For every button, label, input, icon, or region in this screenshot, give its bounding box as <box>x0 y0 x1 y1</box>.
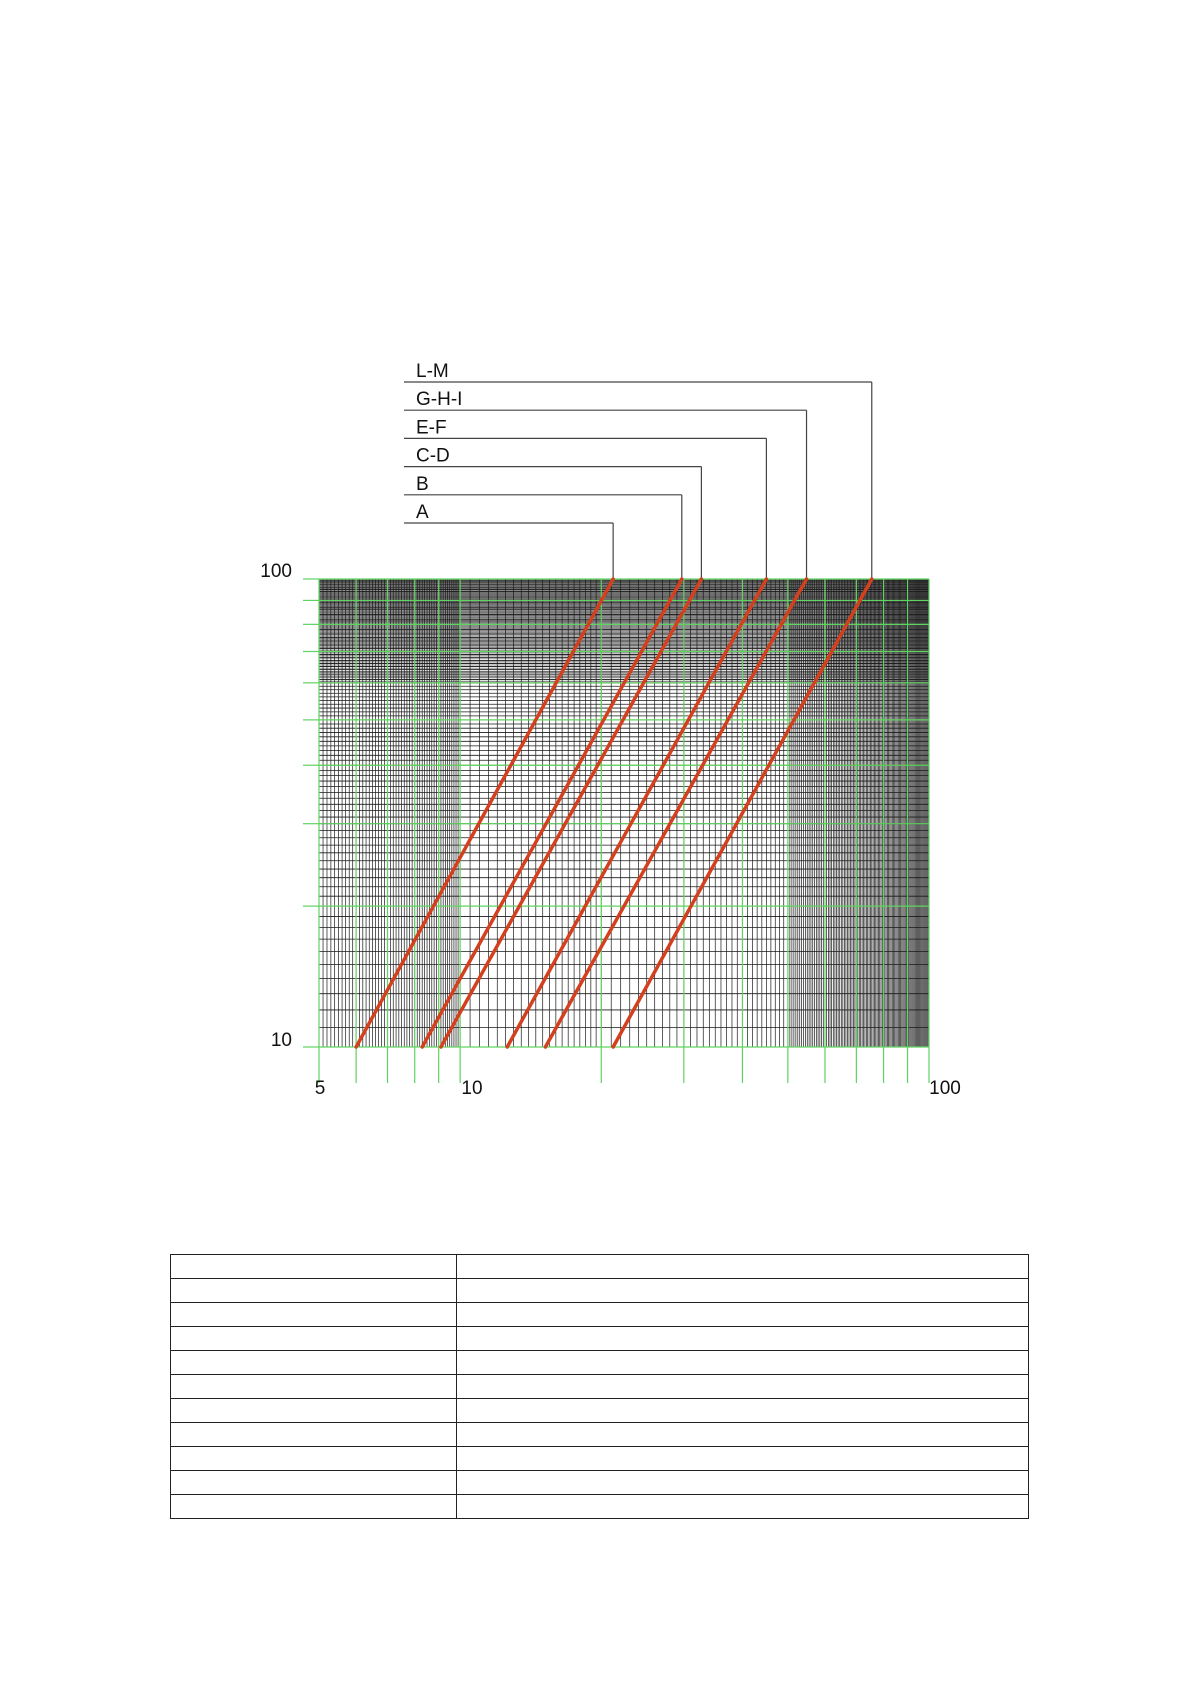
table-cell <box>170 1422 457 1447</box>
series-line-g-h-i <box>543 577 809 1049</box>
y-tick-label-100: 100 <box>260 561 292 582</box>
grid <box>318 578 930 1048</box>
table-cell <box>170 1494 457 1519</box>
table-cell <box>456 1398 1029 1423</box>
series-label-e-f: E-F <box>416 417 447 438</box>
axis-ticks <box>303 578 930 1083</box>
series-label-a: A <box>416 502 429 523</box>
table-cell <box>170 1278 457 1303</box>
table-row <box>170 1278 1029 1303</box>
y-tick-label-10: 10 <box>271 1030 292 1051</box>
table-row <box>170 1470 1029 1495</box>
table-cell <box>170 1470 457 1495</box>
table-cell <box>456 1326 1029 1351</box>
labels: 100 10 5 10 100 AB C-D E-F G-H-I L-M <box>260 361 961 1099</box>
series-lines <box>354 577 874 1049</box>
table-cell <box>456 1494 1029 1519</box>
series-label-l-m: L-M <box>416 361 449 382</box>
table-cell <box>456 1374 1029 1399</box>
table-row <box>170 1350 1029 1375</box>
series-leader-lines <box>404 381 873 579</box>
table-cell <box>170 1326 457 1351</box>
table-row <box>170 1302 1029 1327</box>
table-cell <box>456 1350 1029 1375</box>
table-cell <box>170 1254 457 1279</box>
table-row <box>170 1422 1029 1447</box>
table-cell <box>170 1446 457 1471</box>
series-label-c-d: C-D <box>416 446 450 467</box>
table-row <box>170 1326 1029 1351</box>
series-line-l-m <box>611 577 874 1049</box>
table-row <box>170 1254 1029 1279</box>
table-cell <box>456 1446 1029 1471</box>
series-label-b: B <box>416 474 429 495</box>
series-line-b <box>420 577 684 1049</box>
x-tick-label-10: 10 <box>461 1078 482 1099</box>
table-cell <box>170 1302 457 1327</box>
table-cell <box>456 1422 1029 1447</box>
series-label-g-h-i: G-H-I <box>416 389 462 410</box>
series-line-a <box>354 577 615 1049</box>
table-cell <box>170 1374 457 1399</box>
table-row <box>170 1398 1029 1423</box>
table-row <box>170 1446 1029 1471</box>
table-row <box>170 1494 1029 1519</box>
table-cell <box>456 1470 1029 1495</box>
table-cell <box>456 1278 1029 1303</box>
x-tick-label-5: 5 <box>315 1078 326 1099</box>
table-cell <box>456 1254 1029 1279</box>
table-cell <box>170 1350 457 1375</box>
table-cell <box>170 1398 457 1423</box>
x-tick-label-100: 100 <box>929 1078 961 1099</box>
series-line-c-d <box>439 577 704 1049</box>
blank-table <box>170 1254 1029 1519</box>
table-row <box>170 1374 1029 1399</box>
series-line-e-f <box>505 577 769 1049</box>
table-cell <box>456 1302 1029 1327</box>
